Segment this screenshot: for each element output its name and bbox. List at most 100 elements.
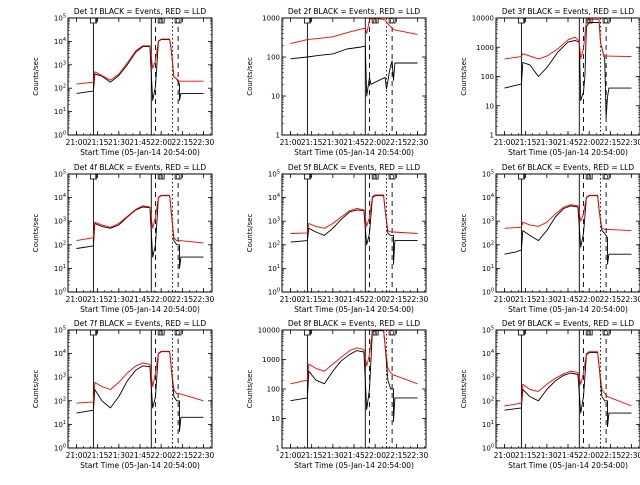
marker-label: F [523, 174, 527, 181]
y-tick-label: 102 [54, 240, 66, 249]
x-tick-label: 22:00 [150, 451, 172, 460]
y-axis-title: Counts/sec [460, 214, 468, 253]
y-tick-label: 102 [54, 84, 66, 93]
x-tick-label: 22:00 [150, 138, 172, 147]
y-axis-title: Counts/sec [460, 370, 468, 409]
x-tick-label: 21:00 [66, 295, 88, 304]
series-lld-line [504, 194, 632, 232]
y-tick-label: 105 [54, 170, 66, 179]
y-tick-label: 105 [482, 170, 494, 179]
x-axis-title: Start Time (05-Jan-14 20:54:00) [294, 305, 414, 314]
x-tick-label: 22:00 [364, 295, 386, 304]
panel-title: Det 4f BLACK = Events, RED = LLD [74, 163, 207, 172]
x-axis-title: Start Time (05-Jan-14 20:54:00) [80, 461, 200, 470]
x-tick-label: 22:30 [407, 295, 429, 304]
marker-label: F [523, 18, 527, 25]
panel-det-3: Det 3f BLACK = Events, RED = LLDFDD21:00… [460, 7, 640, 157]
panel-title: Det 9f BLACK = Events, RED = LLD [502, 319, 635, 328]
x-tick-label: 22:00 [578, 138, 600, 147]
marker-label: F [309, 18, 313, 25]
y-axis-title: Counts/sec [246, 214, 254, 253]
y-tick-label: 100 [268, 288, 280, 297]
y-tick-label: 100 [267, 54, 280, 62]
x-tick-label: 21:00 [494, 295, 516, 304]
x-tick-label: 21:00 [66, 138, 88, 147]
panel-title: Det 1f BLACK = Events, RED = LLD [74, 7, 207, 16]
x-tick-label: 22:15 [600, 451, 622, 460]
x-tick-label: 21:00 [66, 451, 88, 460]
series-events-line [290, 195, 418, 265]
marker-label: D [390, 174, 395, 181]
panel-title: Det 8f BLACK = Events, RED = LLD [288, 319, 421, 328]
y-tick-label: 101 [482, 264, 494, 273]
panel-det-6: Det 6f BLACK = Events, RED = LLDFDD21:00… [460, 163, 640, 314]
y-tick-label: 103 [54, 373, 66, 382]
x-tick-label: 21:15 [87, 138, 109, 147]
y-tick-label: 100 [482, 444, 494, 453]
y-tick-label: 101 [54, 264, 66, 273]
marker-label: D [390, 330, 395, 337]
plot-frame [495, 17, 640, 136]
x-tick-label: 21:45 [129, 138, 151, 147]
marker-label: D [604, 18, 609, 25]
panel-det-8: Det 8f BLACK = Events, RED = LLDFDD21:00… [246, 319, 429, 470]
panel-det-9: Det 9f BLACK = Events, RED = LLDFDD21:00… [460, 319, 640, 470]
panel-det-7: Det 7f BLACK = Events, RED = LLDFDD21:00… [32, 319, 215, 470]
panel-det-5: Det 5f BLACK = Events, RED = LLDFDD21:00… [246, 163, 429, 314]
x-tick-label: 21:45 [129, 451, 151, 460]
x-tick-label: 22:15 [386, 138, 408, 147]
x-tick-label: 21:45 [557, 451, 579, 460]
y-tick-label: 104 [482, 193, 494, 202]
marker-label: D [390, 18, 395, 25]
x-tick-label: 21:15 [87, 295, 109, 304]
y-tick-label: 103 [482, 217, 494, 226]
x-tick-label: 21:30 [322, 295, 344, 304]
x-tick-label: 22:00 [364, 138, 386, 147]
y-tick-label: 10 [485, 102, 494, 110]
x-tick-label: 21:15 [301, 451, 323, 460]
x-tick-label: 21:00 [494, 138, 516, 147]
x-tick-label: 21:45 [129, 295, 151, 304]
marker-label: F [95, 330, 99, 337]
y-tick-label: 104 [268, 193, 280, 202]
series-lld-line [76, 350, 204, 404]
x-tick-label: 22:15 [386, 451, 408, 460]
x-tick-label: 21:30 [108, 295, 130, 304]
x-tick-label: 22:30 [621, 451, 640, 460]
x-tick-label: 22:15 [172, 295, 194, 304]
x-tick-label: 21:00 [280, 138, 302, 147]
y-tick-label: 103 [54, 217, 66, 226]
y-tick-label: 100 [54, 288, 66, 297]
x-tick-label: 21:30 [322, 451, 344, 460]
y-tick-label: 104 [54, 193, 66, 202]
y-tick-label: 1000 [262, 15, 280, 23]
y-axis-title: Counts/sec [460, 57, 468, 96]
y-tick-label: 100 [54, 444, 66, 453]
y-tick-label: 100 [482, 288, 494, 297]
y-tick-label: 104 [482, 349, 494, 358]
x-tick-label: 22:15 [172, 451, 194, 460]
x-tick-label: 21:00 [280, 295, 302, 304]
y-tick-label: 1000 [262, 356, 280, 364]
y-tick-label: 101 [54, 420, 66, 429]
series-events-line [504, 195, 632, 265]
y-tick-label: 100 [54, 131, 66, 140]
series-lld-line [76, 38, 204, 85]
y-tick-label: 101 [54, 107, 66, 116]
y-axis-title: Counts/sec [32, 370, 40, 409]
x-tick-label: 21:15 [515, 138, 537, 147]
y-tick-label: 1 [276, 132, 280, 140]
plot-frame [495, 329, 640, 449]
x-tick-label: 21:00 [494, 451, 516, 460]
series-events-line [504, 352, 632, 428]
y-tick-label: 102 [54, 396, 66, 405]
x-tick-label: 21:15 [515, 295, 537, 304]
x-tick-label: 22:30 [193, 138, 215, 147]
x-tick-label: 22:15 [600, 295, 622, 304]
plot-frame [67, 173, 213, 293]
x-tick-label: 22:15 [172, 138, 194, 147]
panel-det-4: Det 4f BLACK = Events, RED = LLDFDD21:00… [32, 163, 215, 314]
marker-label: F [95, 174, 99, 181]
x-tick-label: 21:15 [301, 295, 323, 304]
